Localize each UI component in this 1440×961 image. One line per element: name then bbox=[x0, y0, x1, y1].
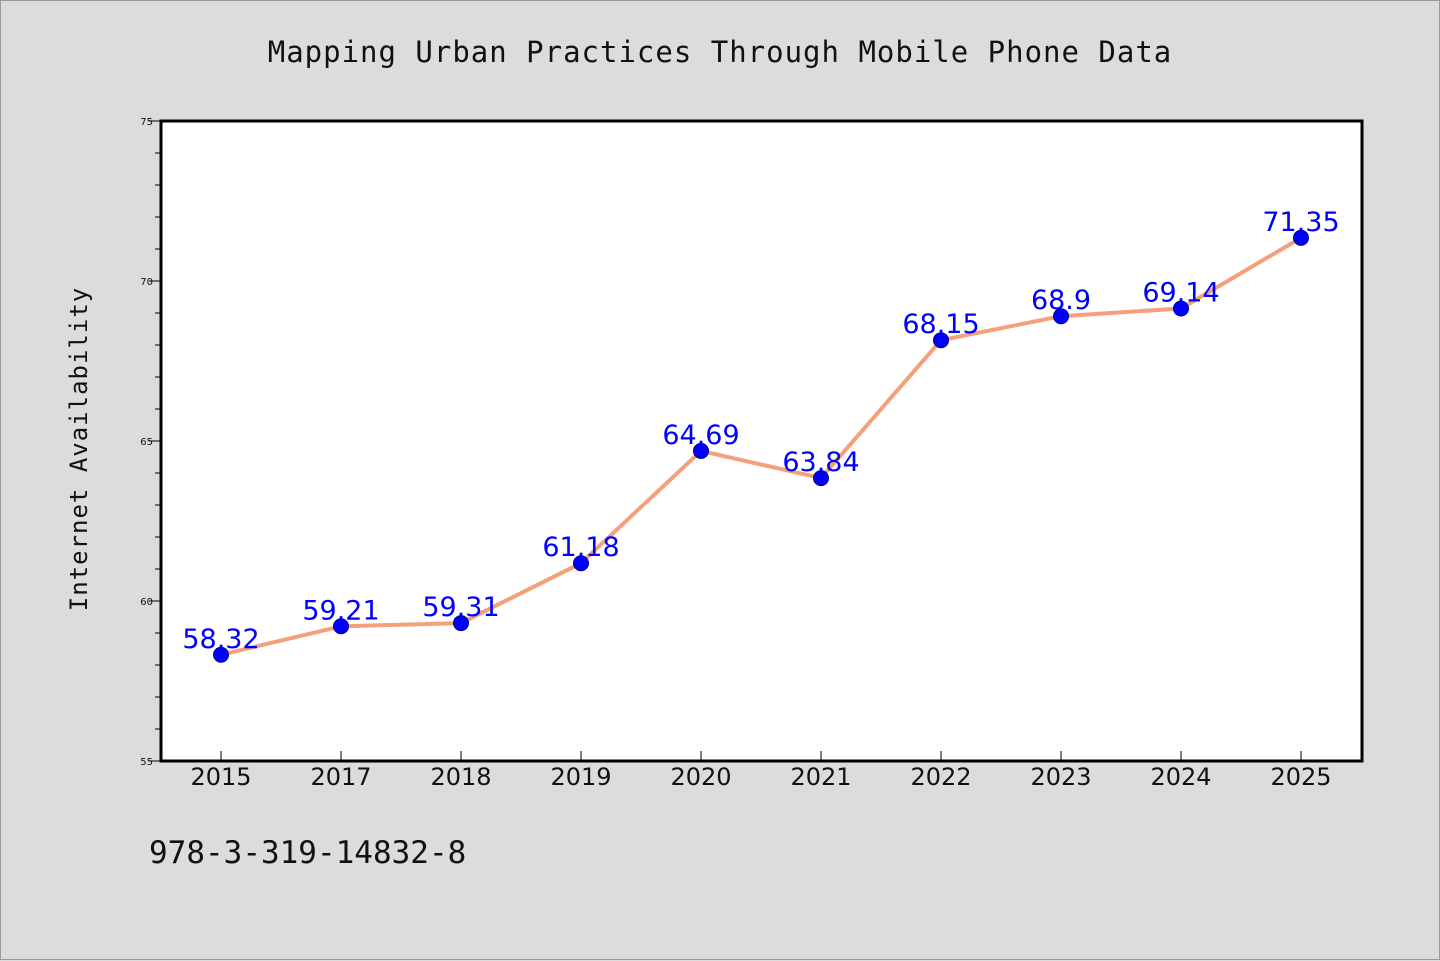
data-point bbox=[453, 615, 469, 632]
x-tick-label: 2015 bbox=[190, 763, 251, 791]
x-axis-ticks: 2015 2017 2018 2019 2020 2021 2022 2023 2024 2025 bbox=[190, 751, 1332, 791]
data-point bbox=[1053, 308, 1069, 325]
x-tick-label: 2023 bbox=[1030, 763, 1091, 791]
x-tick-label: 2019 bbox=[550, 763, 611, 791]
x-tick-label: 2025 bbox=[1270, 763, 1331, 791]
data-label: 59.21 bbox=[302, 595, 379, 626]
y-tick-label: 60 bbox=[140, 597, 153, 608]
x-tick-label: 2022 bbox=[910, 763, 971, 791]
data-point bbox=[1293, 229, 1309, 246]
data-label: 68.9 bbox=[1031, 285, 1091, 316]
data-label: 71.35 bbox=[1262, 207, 1339, 238]
y-tick-label: 65 bbox=[140, 437, 153, 448]
plot-area bbox=[161, 121, 1362, 761]
data-label: 68.15 bbox=[902, 309, 979, 340]
x-tick-label: 2021 bbox=[790, 763, 851, 791]
data-label: 58.32 bbox=[182, 624, 259, 655]
data-label: 63.84 bbox=[782, 447, 859, 478]
data-point bbox=[1173, 300, 1189, 317]
x-tick-label: 2024 bbox=[1150, 763, 1211, 791]
data-labels: 58.32 59.21 59.31 61.18 64.69 63.84 68.15 68.9 6… bbox=[182, 207, 1339, 655]
data-markers bbox=[213, 229, 1309, 663]
chart-title: Mapping Urban Practices Through Mobile P… bbox=[267, 35, 1173, 69]
data-label: 61.18 bbox=[542, 532, 619, 563]
data-point bbox=[813, 470, 829, 487]
isbn-code: 978-3-319-14832-8 bbox=[149, 835, 467, 871]
data-point bbox=[213, 646, 229, 663]
data-point bbox=[693, 442, 709, 459]
plot-frame bbox=[159, 119, 1364, 763]
data-point bbox=[573, 555, 589, 572]
y-tick-label: 55 bbox=[140, 757, 153, 768]
y-tick-label: 75 bbox=[140, 117, 153, 128]
data-label: 69.14 bbox=[1142, 278, 1219, 309]
data-label: 59.31 bbox=[422, 592, 499, 623]
series-line bbox=[219, 235, 1303, 657]
y-axis-ticks: 55 60 65 70 75 bbox=[140, 117, 161, 768]
x-tick-label: 2017 bbox=[310, 763, 371, 791]
data-point bbox=[333, 618, 349, 635]
y-tick-label: 70 bbox=[140, 277, 153, 288]
x-tick-label: 2018 bbox=[430, 763, 491, 791]
data-point bbox=[933, 332, 949, 349]
data-label: 64.69 bbox=[662, 420, 739, 451]
y-axis-label: Internet Availability bbox=[65, 287, 93, 611]
x-tick-label: 2020 bbox=[670, 763, 731, 791]
